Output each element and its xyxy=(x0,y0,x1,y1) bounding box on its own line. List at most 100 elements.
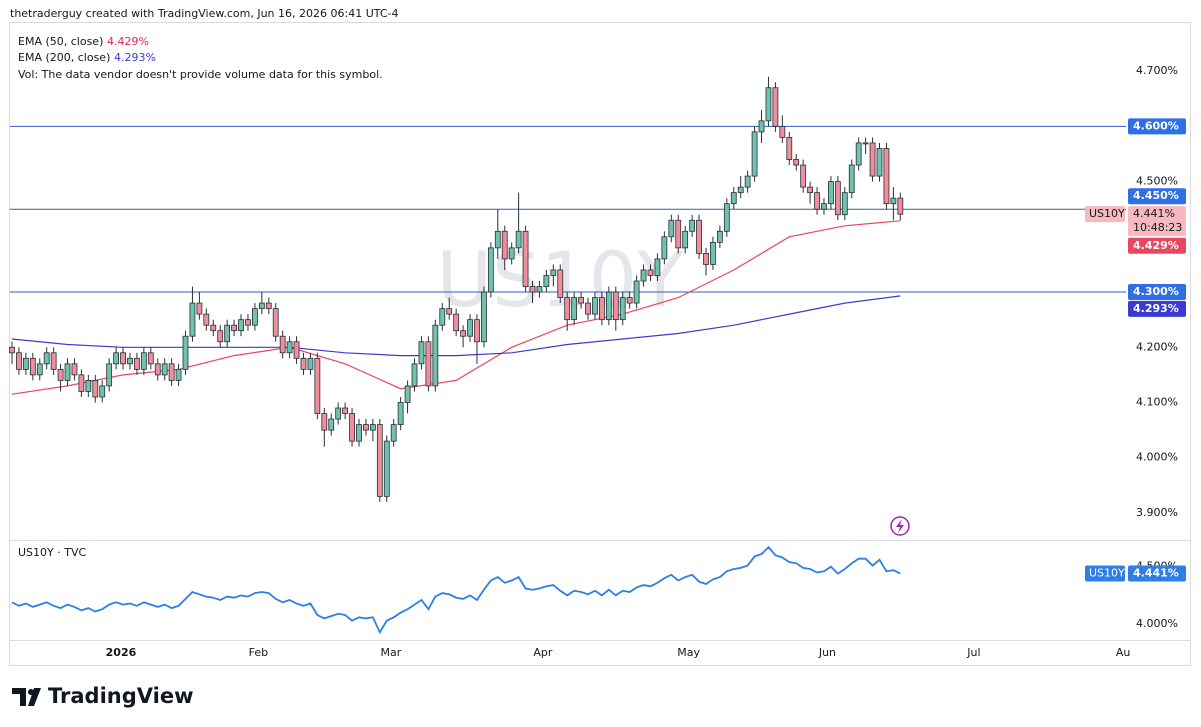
candle-body xyxy=(369,424,376,431)
candle-body xyxy=(99,385,106,398)
price-line-label: 4.600% xyxy=(1133,119,1179,132)
candle-body xyxy=(140,352,147,370)
candle-body xyxy=(36,363,43,376)
ema-label-box xyxy=(1128,237,1186,254)
candle-body xyxy=(50,352,57,370)
x-tick-label: May xyxy=(677,646,700,659)
candle-body xyxy=(231,324,237,332)
candle-body xyxy=(640,269,647,282)
alert-icon[interactable] xyxy=(890,516,910,536)
y-tick-label: 3.900% xyxy=(1136,506,1178,519)
candle-body xyxy=(543,275,550,287)
candle-body xyxy=(557,269,564,298)
candle-body xyxy=(279,335,286,354)
candle-body xyxy=(821,203,827,210)
x-tick-label: Feb xyxy=(249,646,268,659)
candle-body xyxy=(682,230,689,249)
candle-body xyxy=(487,247,494,293)
candle-body xyxy=(217,330,224,343)
candle-body xyxy=(127,357,133,365)
candle-body xyxy=(446,308,453,315)
candle-body xyxy=(578,297,584,304)
candle-body xyxy=(168,363,175,381)
candle-body xyxy=(92,380,99,398)
candle-body xyxy=(668,219,675,238)
candle-body xyxy=(467,319,473,337)
candle-body xyxy=(828,181,834,205)
y-tick-label: 4.200% xyxy=(1136,340,1178,353)
candle-body xyxy=(807,186,813,194)
candle-body xyxy=(772,87,779,127)
candle-body xyxy=(22,357,29,370)
candle-body xyxy=(161,363,168,376)
candle-body xyxy=(453,313,460,332)
price-line-label-box xyxy=(1128,188,1186,205)
candle-body xyxy=(814,192,820,210)
candle-body xyxy=(716,230,723,243)
countdown: 10:48:23 xyxy=(1133,221,1182,234)
candle-body xyxy=(862,142,869,145)
candle-body xyxy=(751,131,758,177)
candle-body xyxy=(335,407,342,420)
ema-label-box xyxy=(1128,300,1186,317)
candle-body xyxy=(328,418,335,431)
y-tick-label: 4.700% xyxy=(1136,64,1178,77)
candle-body xyxy=(154,363,161,376)
candle-body xyxy=(272,308,279,337)
candle-body xyxy=(619,297,626,321)
ema-label: 4.293% xyxy=(1133,302,1179,315)
candle-body xyxy=(536,286,543,293)
candle-body xyxy=(460,330,467,337)
last-price-box xyxy=(1128,206,1186,237)
candle-body xyxy=(841,192,848,216)
candle-body xyxy=(29,357,36,376)
x-tick-label: Jul xyxy=(966,646,980,659)
legend-ema50-value: 4.429% xyxy=(107,35,149,48)
candle-body xyxy=(550,269,557,276)
candle-body xyxy=(647,269,654,276)
candle-body xyxy=(57,368,64,381)
candle-body xyxy=(605,291,612,321)
candle-body xyxy=(723,203,730,232)
logo xyxy=(12,688,41,706)
candle-body xyxy=(765,87,772,122)
candle-body xyxy=(494,230,501,249)
candle-body xyxy=(529,286,536,293)
candle-body xyxy=(571,297,578,321)
candle-body xyxy=(737,186,744,194)
candle-body xyxy=(585,302,591,315)
candle-body xyxy=(474,319,480,343)
candle-body xyxy=(779,125,786,138)
candle-body xyxy=(64,363,71,381)
candle-body xyxy=(210,324,217,332)
candle-body xyxy=(897,197,904,215)
candle-body xyxy=(418,341,425,365)
candle-body xyxy=(890,197,897,205)
candle-body xyxy=(342,407,349,414)
candle-body xyxy=(182,335,189,370)
lower-line xyxy=(11,545,901,635)
candle-body xyxy=(744,175,751,188)
candle-body xyxy=(383,440,390,497)
candle-body xyxy=(78,374,85,392)
x-tick-label: Au xyxy=(1116,646,1131,659)
candle-body xyxy=(612,291,619,321)
candle-body xyxy=(730,192,737,205)
ema-label: 4.429% xyxy=(1133,239,1179,252)
candle-body xyxy=(869,142,876,177)
candle-body xyxy=(626,297,633,304)
x-tick-label: Apr xyxy=(533,646,553,659)
lower-symbol-box xyxy=(1085,565,1125,582)
last-price-label: 4.441% xyxy=(1133,207,1175,220)
candle-body xyxy=(522,230,529,287)
candle-body xyxy=(238,319,244,332)
candle-body xyxy=(390,424,397,442)
candle-body xyxy=(848,164,855,194)
candle-body xyxy=(501,230,508,260)
candle-body xyxy=(661,236,668,260)
candle-body xyxy=(481,291,487,343)
candle-body xyxy=(147,352,154,365)
candle-body xyxy=(834,181,841,216)
